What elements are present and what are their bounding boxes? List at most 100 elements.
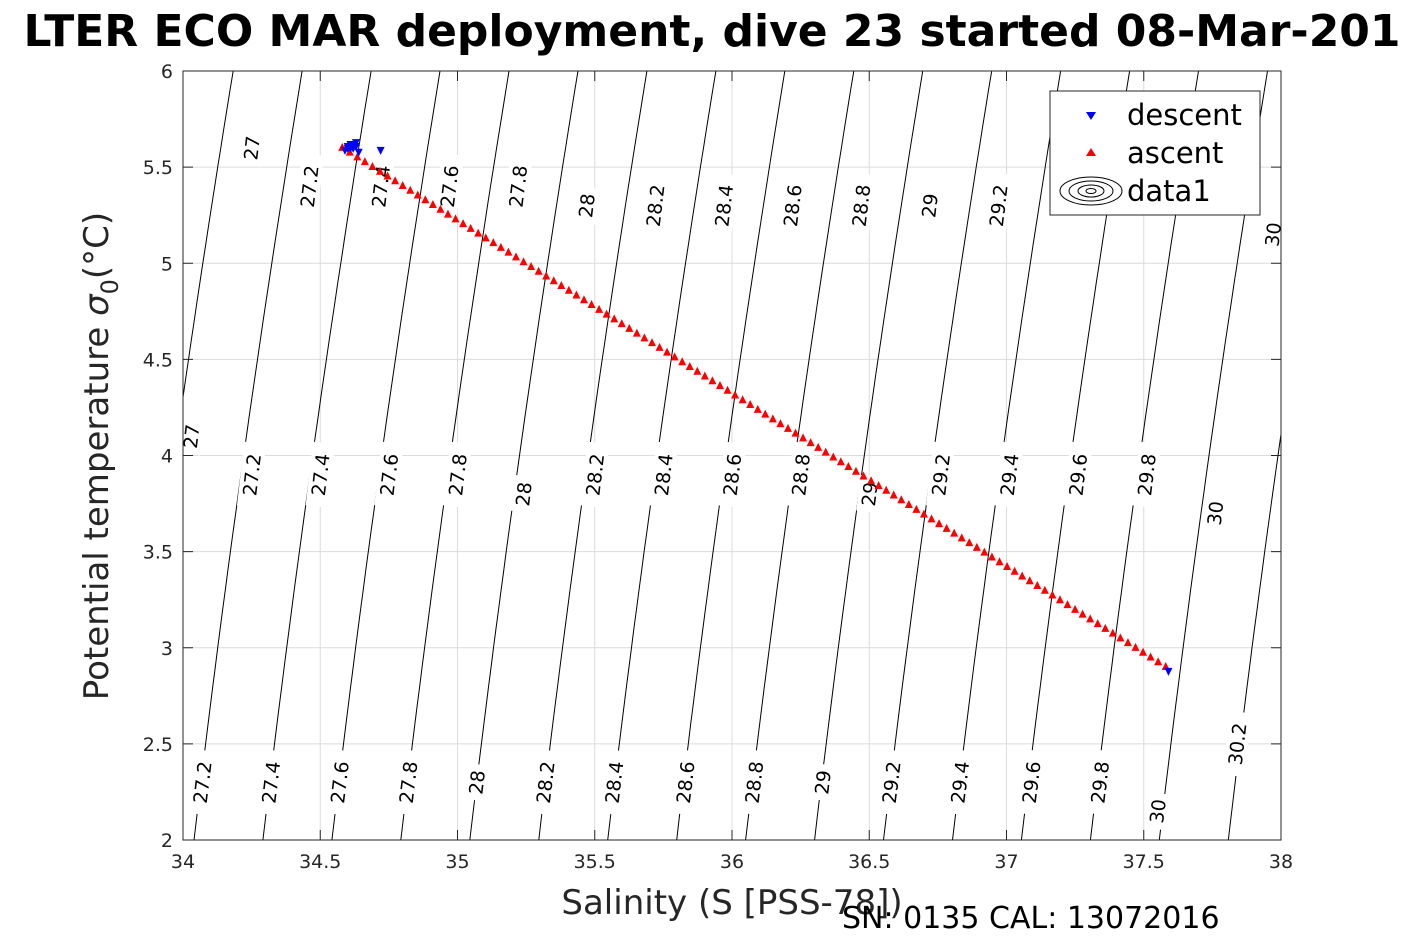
contour-label-bg [573,186,600,225]
contour-label-bg [599,749,629,816]
ascent-point [715,381,724,390]
contour-label: 29.4 [994,441,1024,508]
contour-label-bg [777,172,808,239]
contour-label-text: 28 [575,192,600,219]
x-tick-label: 36 [720,851,744,873]
ascent-point [353,152,362,161]
ascent-point [398,180,407,189]
y-axis-label-symbol: σ [77,293,117,316]
contour-label: 30 [1144,792,1171,831]
contour-label: 27.6 [374,441,404,508]
x-tick-label: 35 [445,851,469,873]
x-axis-label: Salinity (S [PSS-78]) [561,883,902,923]
contour-label-bg [1202,494,1229,533]
ascent-point [360,157,369,166]
y-axis-ticks: 2 2.5 3 3.5 4 4.5 5 5.5 6 [143,61,1281,852]
ascent-point [1154,657,1163,666]
descent-point [351,142,360,151]
contour-label-text: 28 [465,769,490,796]
ascent-point [632,328,641,337]
contour-label-bg [739,749,769,816]
ascent-point [829,452,838,461]
ascent-point [746,400,755,409]
contour-label-text: 27 [240,135,265,162]
ascent-point [678,357,687,366]
contour-label: 28.6 [717,441,747,508]
y-tick-label: 3.5 [143,542,173,564]
contour-label: 27.4 [365,153,396,220]
ascent-point [602,309,611,318]
legend-ascent-label: ascent [1127,136,1223,170]
ascent-point [723,385,732,394]
y-axis-label: Potential temperature σ0(°C) [77,212,124,700]
contour-label-bg [530,749,560,816]
contour-label-text: 28.8 [788,453,815,498]
contour-label-bg [670,749,700,816]
contour-label-text: 27.2 [239,453,266,498]
descent-point [376,146,385,155]
contour-label-bg [648,441,679,508]
contour-label: 28.8 [739,749,769,816]
contour-label-text: 28.8 [849,183,876,228]
contour-label-bg [640,172,670,239]
ascent-point [942,523,951,532]
x-tick-label: 35.5 [574,851,616,873]
contour-label-text: 29.8 [1134,453,1161,498]
contour-label: 27.4 [256,749,286,816]
contour-label-bg [1144,792,1171,831]
contour-label-bg [463,763,490,802]
contour-label-text: 30 [1261,221,1286,248]
ascent-point [919,509,928,518]
x-tick-label: 38 [1269,851,1293,873]
contour-label-text: 27.6 [437,164,464,209]
ascent-point [799,433,808,442]
contour-label-bg [238,128,265,168]
contour-label: 28.2 [640,172,670,239]
ascent-point [935,519,944,528]
ascent-point [957,533,966,542]
ascent-point [1146,652,1155,661]
ascent-point [481,233,490,242]
x-tick-label: 36.5 [848,851,890,873]
contour-label-text: 29.6 [1019,760,1046,805]
ascent-point [542,271,551,280]
legend-box [1049,90,1261,216]
ascent-point [836,457,845,466]
contour-label-bg [785,441,816,508]
ascent-point [1071,604,1080,613]
ascent-point [428,200,437,209]
ascent-point [738,395,747,404]
ascent-point [1101,623,1110,632]
chart-title: LTER ECO MAR deployment, dive 23 started… [23,6,1400,57]
contour-label-bg [1016,749,1046,816]
contour-label: 28.2 [580,441,610,508]
contour-label: 28 [463,763,490,802]
contour-label-text: 29.6 [1066,453,1093,498]
contour-label: 29.2 [925,441,956,508]
ascent-point [655,342,664,351]
ascent-point [459,219,468,228]
contour-label: 27.6 [434,153,464,220]
contour-label-text: 28 [512,481,537,508]
contour-label: 30 [1259,215,1286,254]
ascent-point [496,242,505,251]
ascent-point [663,347,672,356]
ascent-point [647,338,656,347]
ascent-point [1078,609,1087,618]
ascent-point [791,428,800,437]
ascent-point [640,333,649,342]
contour-label: 27.2 [236,441,267,508]
contour-label-bg [442,441,473,508]
ascent-point [451,214,460,223]
contour-label-bg [374,441,404,508]
contour-label-bg [709,172,739,239]
ascent-point [693,366,702,375]
ascent-point [783,423,792,432]
ascent-point [1063,600,1072,609]
contour-label-text: 27.8 [506,164,533,209]
ascent-point [1116,633,1125,642]
contour-label-text: 27.2 [190,760,217,805]
contour-label-bg [178,417,205,456]
contour-label: 27.2 [294,153,324,220]
contour-label: 28.6 [777,172,808,239]
